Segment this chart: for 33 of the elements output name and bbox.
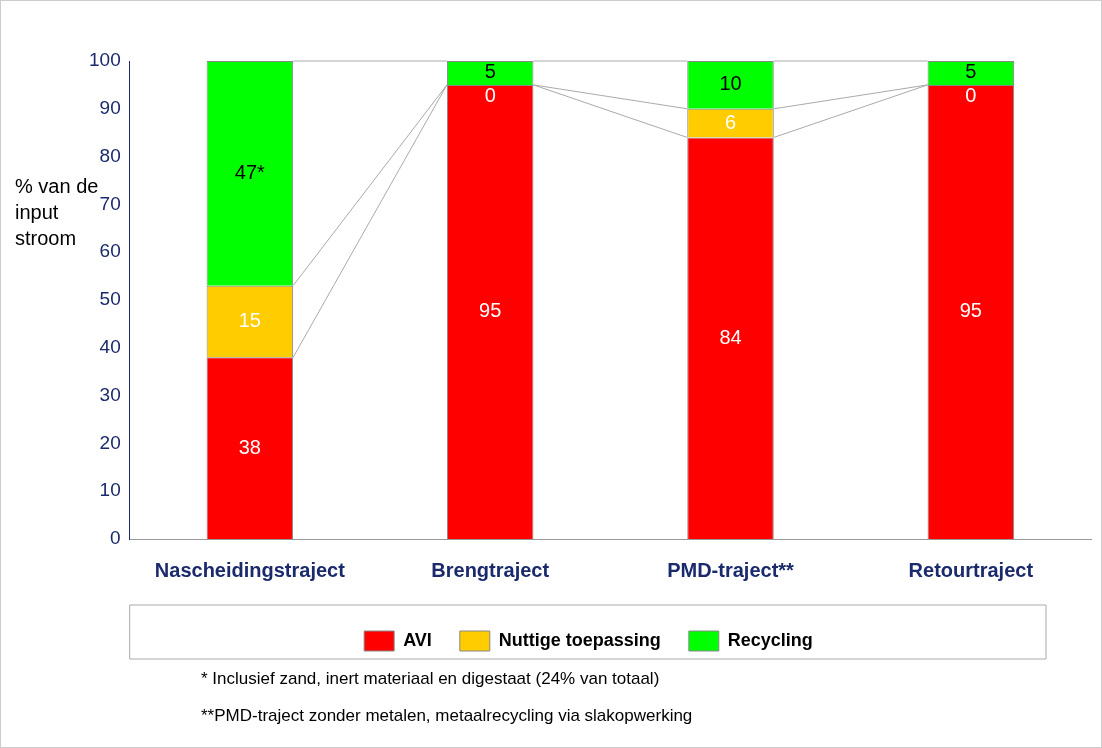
legend-label: AVI [403,629,432,650]
y-tick-label: 100 [89,49,121,71]
data-label: 95 [479,299,502,322]
data-label: 6 [724,110,737,133]
y-tick-label: 60 [99,240,121,262]
data-label: 47* [234,160,266,183]
text: * Inclusief zand, inert materiaal en digestaat (24% van totaal) [201,669,661,689]
x-tick-label: Brengtraject [431,558,550,581]
data-label: 5 [484,60,496,83]
y-tick-label: 10 [99,479,121,501]
x-tick-label: Retourtraject [908,558,1034,581]
y-tick-label: 90 [99,97,121,119]
y-axis-title: % van de input stroom [15,175,99,249]
data-label: 84 [719,325,742,348]
data-label: 0 [484,84,496,107]
legend-label: Recycling [727,629,813,650]
data-label: 0 [965,84,977,107]
data-label: 15 [238,309,261,332]
y-tick-label: 40 [99,336,121,358]
y-tick-label: 30 [99,383,121,405]
y-tick-label: 80 [99,144,121,166]
y-tick-label: 0 [110,527,121,549]
data-label: 38 [238,435,261,458]
data-label: 95 [959,299,982,322]
data-label: 10 [719,72,742,95]
y-tick-label: 70 [99,192,121,214]
legend-label: Nuttige toepassing [498,629,661,650]
y-tick-label: 20 [99,431,121,453]
x-tick-label: PMD-traject** [667,558,795,581]
x-tick-label: Nascheidingstraject [154,558,346,581]
y-tick-label: 50 [99,288,121,310]
text: **PMD-traject zonder metalen, metaalrecycling via slakopwerking [201,706,693,726]
data-label: 5 [965,60,977,83]
